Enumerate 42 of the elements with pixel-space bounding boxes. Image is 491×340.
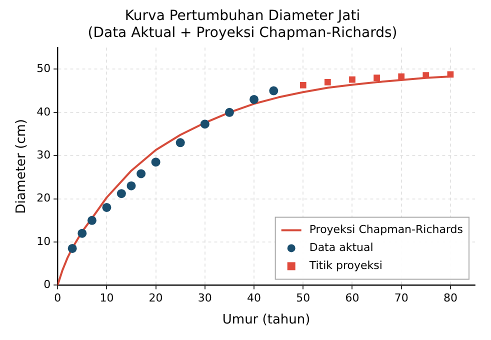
point	[116, 189, 126, 198]
point	[250, 94, 259, 104]
x-tick-label: 60	[345, 292, 360, 305]
point	[126, 181, 136, 190]
y-tick-label: 20	[36, 192, 51, 205]
legend-label: Data aktual	[309, 241, 374, 254]
point	[422, 72, 430, 78]
point	[447, 71, 454, 78]
point	[68, 244, 77, 253]
point	[224, 108, 234, 117]
point	[151, 158, 160, 167]
legend-label: Proyeksi Chapman-Richards	[309, 223, 464, 236]
point	[269, 86, 278, 96]
point	[398, 73, 405, 80]
x-tick-label: 10	[100, 292, 114, 305]
y-tick-label: 0	[44, 278, 51, 292]
point	[324, 78, 331, 86]
y-tick-label: 50	[36, 62, 51, 76]
point	[87, 216, 96, 225]
x-tick-label: 0	[54, 292, 62, 305]
y-tick-label: 10	[36, 234, 51, 248]
point	[300, 82, 306, 88]
legend-label: Titik proyeksi	[308, 259, 382, 272]
point	[136, 169, 146, 178]
chart-subtitle: (Data Aktual + Proyeksi Chapman-Richards)	[88, 24, 398, 41]
x-tick-label: 80	[443, 292, 458, 305]
x-tick-label: 40	[247, 292, 262, 305]
point	[200, 120, 210, 129]
point	[78, 228, 87, 238]
x-tick-label: 50	[296, 292, 310, 305]
x-tick-label: 30	[198, 292, 212, 305]
x-tick-label: 70	[394, 292, 408, 305]
y-axis-title: Diameter (cm)	[14, 119, 30, 214]
chart-title: Kurva Pertumbuhan Diameter Jati	[124, 8, 360, 24]
x-axis-title: Umur (tahun)	[222, 312, 310, 328]
y-tick-label: 30	[36, 148, 51, 162]
point	[176, 138, 185, 148]
y-tick-label: 40	[36, 105, 51, 118]
point	[102, 202, 112, 212]
point	[349, 76, 356, 83]
point	[374, 74, 380, 82]
x-tick-label: 20	[148, 292, 163, 305]
